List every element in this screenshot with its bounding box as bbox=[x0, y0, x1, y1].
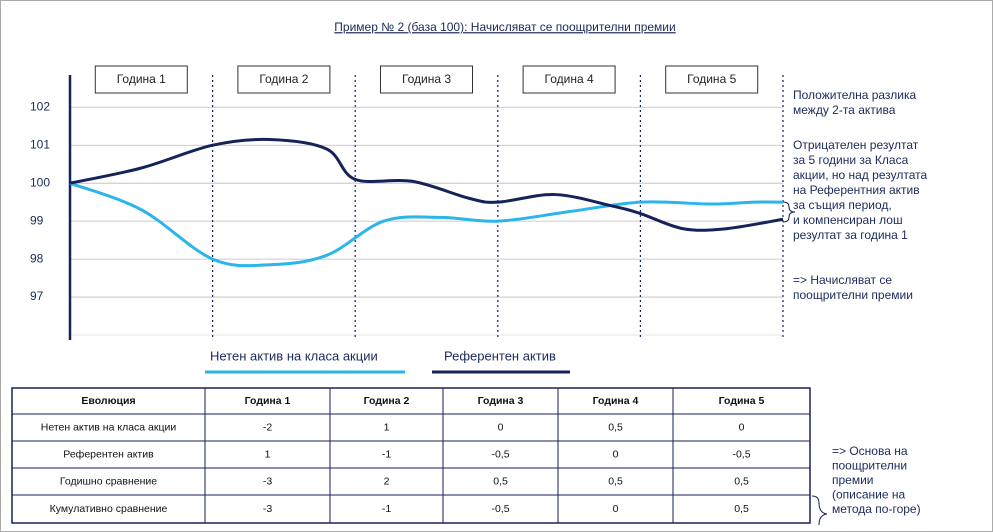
table-cell: 1 bbox=[265, 448, 271, 460]
table-cell: 0,5 bbox=[734, 503, 749, 515]
annotation: (описание на bbox=[832, 488, 906, 502]
table-header: Година 1 bbox=[245, 395, 291, 407]
table-frame bbox=[11, 387, 811, 524]
year-label: Година 3 bbox=[402, 72, 451, 86]
y-tick-label: 102 bbox=[30, 99, 50, 113]
table-cell: -0,5 bbox=[732, 448, 750, 460]
table-cell: Годишно сравнение bbox=[60, 475, 157, 487]
annotation: за 5 години за Класа bbox=[793, 153, 909, 167]
annotation: резултат за година 1 bbox=[793, 228, 908, 242]
table-header: Година 3 bbox=[478, 395, 524, 407]
year-box bbox=[94, 65, 188, 94]
table-cell: -2 bbox=[263, 421, 272, 433]
annotation: акции, но над резултата bbox=[793, 168, 927, 182]
chart-title: Пример № 2 (база 100): Начисляват се поо… bbox=[334, 20, 675, 34]
year-box bbox=[665, 65, 759, 94]
year-label: Година 1 bbox=[117, 72, 166, 86]
y-tick-label: 100 bbox=[30, 175, 50, 189]
year-box bbox=[522, 65, 616, 94]
y-tick-label: 101 bbox=[30, 137, 50, 151]
annotation: между 2-та актива bbox=[793, 103, 896, 117]
annotation: за същия период, bbox=[793, 198, 892, 212]
table-cell: Нетен актив на класа акции bbox=[41, 421, 177, 433]
annotation: => Начисляват се bbox=[793, 273, 892, 287]
y-tick-label: 97 bbox=[30, 289, 44, 303]
table-cell: Кумулативно сравнение bbox=[50, 503, 168, 515]
table-cell: 0 bbox=[613, 503, 619, 515]
table-header: Година 4 bbox=[593, 395, 639, 407]
annotation: => Основа на bbox=[832, 444, 908, 458]
annotation: поощрителни bbox=[832, 459, 907, 473]
year-label: Година 5 bbox=[687, 72, 736, 86]
annotation: премии bbox=[832, 473, 874, 487]
table-cell: 0 bbox=[498, 421, 504, 433]
table-cell: -1 bbox=[382, 503, 391, 515]
annotation: и компенсиран лош bbox=[793, 213, 903, 227]
table-header: Година 2 bbox=[364, 395, 410, 407]
table-cell: 0,5 bbox=[608, 421, 623, 433]
table-cell: 0 bbox=[739, 421, 745, 433]
annotation: Положителна разлика bbox=[793, 88, 917, 102]
table-cell: 0,5 bbox=[608, 475, 623, 487]
table-cell: -0,5 bbox=[491, 503, 509, 515]
legend-label: Нетен актив на класа акции bbox=[210, 348, 378, 363]
table-cell: -0,5 bbox=[491, 448, 509, 460]
year-label: Година 2 bbox=[259, 72, 308, 86]
year-label: Година 4 bbox=[545, 72, 594, 86]
brace bbox=[811, 495, 828, 526]
year-box bbox=[237, 65, 331, 94]
table-cell: Референтен актив bbox=[63, 448, 154, 460]
table-cell: -1 bbox=[382, 448, 391, 460]
annotation: поощрителни премии bbox=[793, 288, 913, 302]
table-cell: 2 bbox=[384, 475, 390, 487]
series-line bbox=[69, 137, 784, 232]
brace bbox=[782, 201, 796, 223]
legend-label: Референтен актив bbox=[444, 348, 556, 363]
table-cell: 0 bbox=[613, 448, 619, 460]
table-cell: 0,5 bbox=[734, 475, 749, 487]
table-header: Година 5 bbox=[719, 395, 765, 407]
annotation: Отрицателен резултат bbox=[793, 138, 919, 152]
series-line bbox=[69, 181, 784, 268]
y-tick-label: 98 bbox=[30, 251, 44, 265]
table-cell: 1 bbox=[384, 421, 390, 433]
table-cell: -3 bbox=[263, 503, 272, 515]
table: Еволюция Година 1 Година 2 Година 3 Година 4… bbox=[11, 387, 811, 524]
year-box bbox=[380, 65, 473, 94]
table-header: Еволюция bbox=[81, 395, 135, 407]
y-tick-label: 99 bbox=[30, 213, 44, 227]
annotation: метода по-горе) bbox=[832, 502, 921, 516]
table-cell: -3 bbox=[263, 475, 272, 487]
annotation: на Референтния актив bbox=[793, 183, 920, 197]
table-cell: 0,5 bbox=[493, 475, 508, 487]
